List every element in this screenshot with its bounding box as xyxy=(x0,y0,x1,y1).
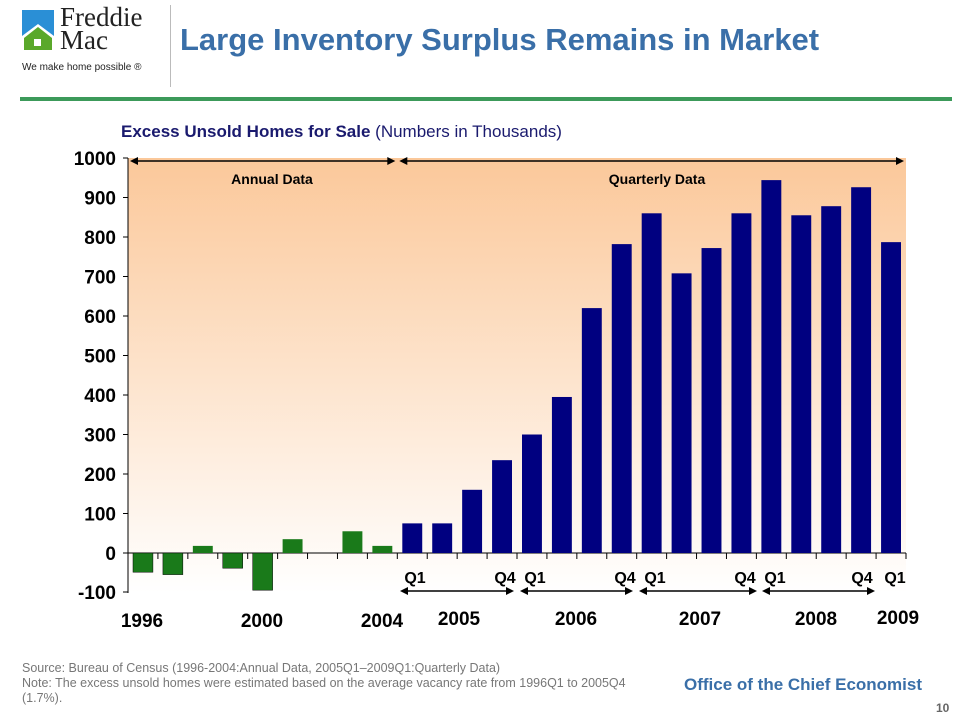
year-range-arrow-head xyxy=(400,587,408,595)
quarter-label: Q1 xyxy=(404,570,425,587)
bar-2006Q4 xyxy=(611,244,632,554)
footnotes: Source: Bureau of Census (1996-2004:Annu… xyxy=(22,661,642,706)
bar-2007Q1 xyxy=(641,213,662,554)
year-label: 2005 xyxy=(438,609,481,630)
bar-2008Q2 xyxy=(791,215,812,553)
annual-range-arrow-head xyxy=(387,157,396,165)
bar-2006Q3 xyxy=(581,308,602,553)
bar-2009Q1 xyxy=(881,242,901,553)
source-note: Source: Bureau of Census (1996-2004:Annu… xyxy=(22,661,501,675)
year-label: 1996 xyxy=(121,611,163,632)
logo xyxy=(22,10,54,50)
quarter-label: Q4 xyxy=(494,570,515,587)
plot-area xyxy=(128,158,906,593)
office-label: Office of the Chief Economist xyxy=(684,675,923,694)
year-label: 2006 xyxy=(555,609,597,630)
bar-chart: 10009008007006005004003002001000-100Annu… xyxy=(74,149,919,632)
tagline: We make home possible ® xyxy=(22,62,142,73)
year-range-arrow-head xyxy=(506,587,514,595)
bar-1996 xyxy=(132,552,154,573)
y-tick-label: 600 xyxy=(84,307,116,328)
year-label: 2007 xyxy=(679,609,721,630)
bar-2007Q3 xyxy=(701,248,722,553)
bar-2008Q3 xyxy=(821,206,842,553)
bar-2005Q1 xyxy=(402,523,423,553)
chart-title-rest: (Numbers in Thousands) xyxy=(370,122,562,141)
y-tick-label: 0 xyxy=(105,544,116,565)
quarter-label: Q1 xyxy=(764,570,785,587)
y-tick-label: 1000 xyxy=(74,149,116,170)
bar-2006Q2 xyxy=(551,396,572,553)
y-tick-label: -100 xyxy=(78,583,116,604)
quarter-label: Q4 xyxy=(734,570,755,587)
chart-title-bold: Excess Unsold Homes for Sale xyxy=(121,122,371,141)
page-number: 10 xyxy=(936,701,950,715)
bar-2007Q2 xyxy=(671,273,692,553)
quarterly-range-arrow-head xyxy=(896,157,904,165)
year-label: 2004 xyxy=(361,611,404,632)
chart-title: Excess Unsold Homes for Sale (Numbers in… xyxy=(121,122,562,142)
bar-2008Q1 xyxy=(761,180,782,553)
bar-2003 xyxy=(342,531,363,553)
year-range-arrow-head xyxy=(520,587,528,595)
method-note: Note: The excess unsold homes were estim… xyxy=(22,676,626,705)
divider xyxy=(170,5,171,87)
bar-2000 xyxy=(252,552,273,591)
year-label: 2008 xyxy=(795,609,837,630)
bar-1999 xyxy=(222,552,243,569)
divider xyxy=(20,97,952,101)
year-label: 2009 xyxy=(877,608,919,629)
year-range-arrow-head xyxy=(867,587,875,595)
annual-range-arrow-head xyxy=(130,157,138,165)
quarter-label: Q1 xyxy=(884,570,905,587)
y-tick-label: 200 xyxy=(84,465,116,486)
logo-text: Freddie Mac xyxy=(60,2,143,55)
y-tick-label: 900 xyxy=(84,189,116,210)
page-title: Large Inventory Surplus Remains in Marke… xyxy=(180,22,820,57)
year-range-arrow-head xyxy=(762,587,770,595)
quarter-label: Q1 xyxy=(644,570,665,587)
quarter-label: Q1 xyxy=(524,570,545,587)
y-tick-label: 100 xyxy=(84,505,116,526)
bar-2005Q4 xyxy=(492,460,512,553)
bar-2008Q4 xyxy=(851,187,872,554)
bar-2005Q3 xyxy=(462,489,483,553)
y-tick-label: 800 xyxy=(84,228,116,249)
quarterly-label: Quarterly Data xyxy=(609,171,706,187)
y-tick-label: 500 xyxy=(84,347,116,368)
quarter-label: Q4 xyxy=(614,570,635,587)
annual-label: Annual Data xyxy=(231,171,313,187)
bar-2004 xyxy=(372,545,393,553)
bar-2005Q2 xyxy=(432,523,453,553)
year-label: 2000 xyxy=(241,611,283,632)
bar-2006Q1 xyxy=(522,434,542,553)
y-tick-label: 300 xyxy=(84,426,116,447)
bar-1998 xyxy=(192,545,213,553)
bar-2007Q4 xyxy=(731,213,752,554)
year-range-arrow-head xyxy=(749,587,757,595)
quarter-label: Q4 xyxy=(851,570,872,587)
year-range-arrow-head xyxy=(639,587,647,595)
year-range-arrow-head xyxy=(625,587,633,595)
bar-2001 xyxy=(282,539,303,553)
bar-1997 xyxy=(162,552,184,575)
quarterly-range-arrow-head xyxy=(399,157,408,165)
y-tick-label: 400 xyxy=(84,386,116,407)
y-tick-label: 700 xyxy=(84,268,116,289)
